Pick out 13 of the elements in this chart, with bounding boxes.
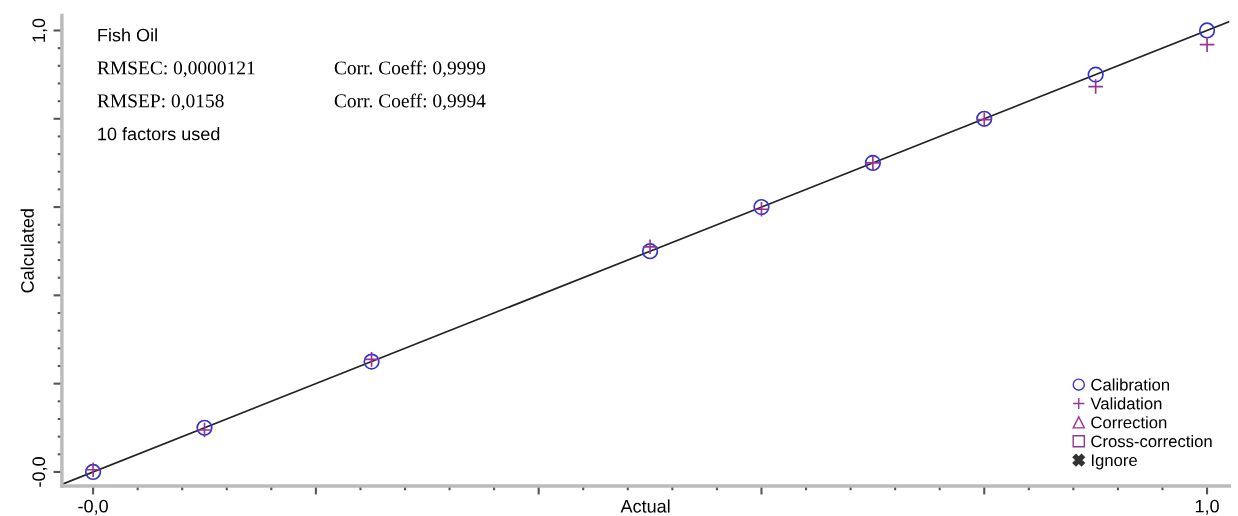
legend-label: Ignore bbox=[1091, 454, 1137, 470]
legend-label: Cross-correction bbox=[1091, 435, 1212, 448]
y-axis-title: Calculated bbox=[20, 209, 34, 293]
annotation: Fish Oil bbox=[98, 28, 157, 42]
x-axis-title: Actual bbox=[620, 499, 670, 513]
annotation: Corr. Coeff: 0,9999 bbox=[334, 60, 486, 78]
annotation: RMSEP: 0,0158 bbox=[97, 94, 224, 111]
legend-label: Correction bbox=[1091, 416, 1167, 429]
annotation: Corr. Coeff: 0,9994 bbox=[334, 93, 486, 111]
legend-label: Calibration bbox=[1091, 378, 1170, 391]
annotation: RMSEC: 0,0000121 bbox=[97, 61, 255, 78]
annotation: 10 factors used bbox=[98, 127, 220, 141]
legend-label: Validation bbox=[1090, 397, 1162, 410]
